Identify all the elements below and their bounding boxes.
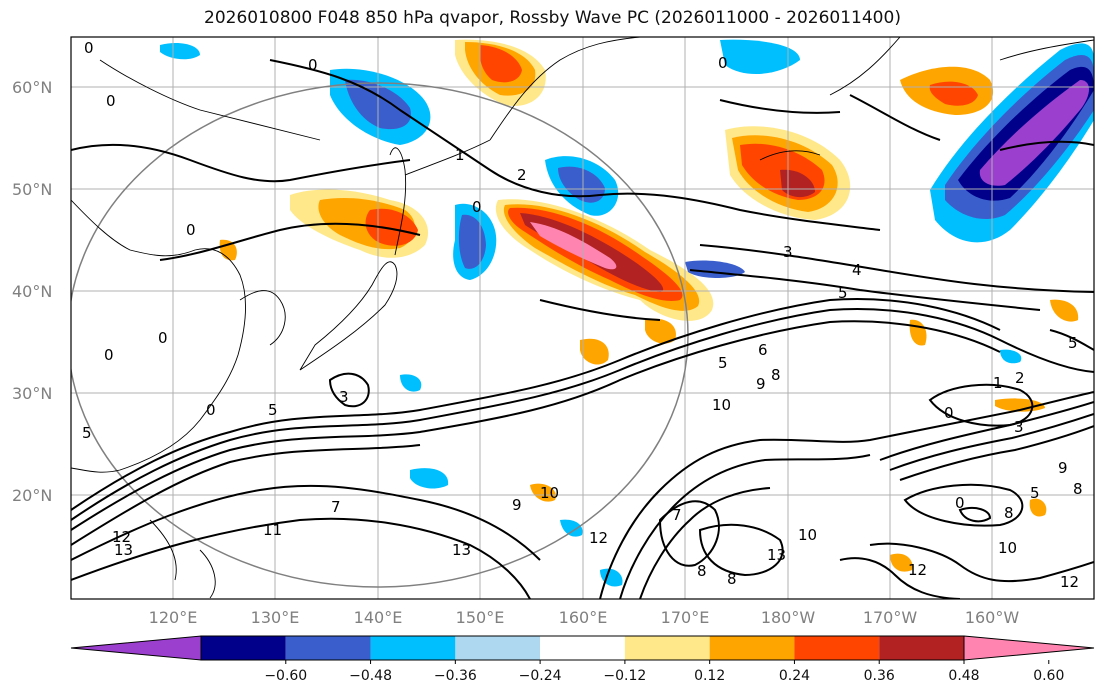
colorbar-tick-label: 0.36 (864, 668, 895, 684)
colorbar-tick-label: −0.60 (264, 668, 307, 684)
contour-label: 11 (263, 521, 282, 539)
lon-label: 140°E (354, 608, 403, 627)
contour-label: 6 (758, 341, 768, 359)
colorbar-tick-label: 0.48 (948, 668, 979, 684)
map-frame (70, 36, 1095, 600)
contour-label: 3 (783, 243, 793, 261)
contour-label: 5 (1068, 334, 1078, 352)
contour-label: 8 (1073, 480, 1083, 498)
gridlines (71, 37, 1094, 599)
lat-label: 40°N (12, 282, 52, 301)
colorbar-tick-label: −0.48 (349, 668, 392, 684)
colorbar-frame (200, 635, 965, 661)
colorbar-tick-label: 0.24 (779, 668, 810, 684)
contour-label: 7 (331, 498, 341, 516)
latitude-labels: 60°N 50°N 40°N 30°N 20°N (12, 78, 52, 505)
contour-label: 12 (1060, 573, 1079, 591)
colorbar: −0.60 −0.48 −0.36 −0.24 −0.12 0.12 0.24 0.36 0.4… (70, 635, 1095, 684)
contour-labels: 0 0 0 0 0 0 0 1 2 0 3 4 5 5 6 9 8 10 5 3… (82, 39, 1083, 591)
colorbar-swatch (201, 636, 286, 660)
contour-label: 0 (955, 494, 965, 512)
contour-label: 10 (998, 539, 1017, 557)
contour-label: 0 (106, 92, 116, 110)
lon-label: 160°E (559, 608, 608, 627)
lon-label: 180°W (761, 608, 816, 627)
contour-label: 10 (798, 526, 817, 544)
contour-label: 9 (756, 375, 766, 393)
contour-label: 0 (308, 56, 318, 74)
colorbar-swatch (879, 636, 964, 660)
contour-label: 5 (838, 284, 848, 302)
lat-label: 30°N (12, 384, 52, 403)
lat-label: 60°N (12, 78, 52, 97)
contour-label: 1 (993, 374, 1003, 392)
colorbar-tick-label: −0.24 (519, 668, 562, 684)
contour-label: 0 (158, 329, 168, 347)
contour-label: 7 (672, 506, 682, 524)
longitude-labels: 120°E 130°E 140°E 150°E 160°E 170°E 180°… (149, 608, 1020, 627)
contour-label: 0 (84, 39, 94, 57)
colorbar-extend-low (70, 635, 202, 661)
contour-label: 0 (206, 401, 216, 419)
contour-label: 12 (908, 561, 927, 579)
contour-label: 3 (1014, 418, 1024, 436)
contour-label: 13 (452, 541, 471, 559)
contour-label: 8 (697, 562, 707, 580)
colorbar-swatch (285, 636, 371, 660)
colorbar-swatch (794, 636, 880, 660)
contour-label: 5 (268, 401, 278, 419)
lat-label: 50°N (12, 180, 52, 199)
contour-label: 12 (589, 529, 608, 547)
lon-label: 150°E (456, 608, 505, 627)
contour-label: 8 (1004, 504, 1014, 522)
lon-label: 170°W (863, 608, 918, 627)
colorbar-tick-label: −0.12 (603, 668, 646, 684)
contour-label: 12 (112, 528, 131, 546)
contour-label: 3 (339, 388, 349, 406)
contour-label: 5 (718, 354, 728, 372)
colorbar-swatch (455, 636, 541, 660)
colorbar-tick-label: 0.12 (694, 668, 725, 684)
contour-label: 0 (186, 221, 196, 239)
lat-label: 20°N (12, 486, 52, 505)
colorbar-extend-high (963, 635, 1095, 661)
shaded-anomalies (160, 39, 1094, 587)
lon-label: 120°E (149, 608, 198, 627)
map-title: 2026010800 F048 850 hPa qvapor, Rossby W… (204, 8, 901, 28)
contour-label: 13 (114, 541, 133, 559)
contour-label: 4 (852, 261, 862, 279)
contour-label: 8 (771, 366, 781, 384)
contour-label: 2 (517, 166, 527, 184)
contour-label: 9 (512, 496, 522, 514)
lon-label: 160°W (965, 608, 1020, 627)
contour-label: 5 (82, 424, 92, 442)
contour-label: 10 (540, 484, 559, 502)
contour-label: 0 (944, 404, 954, 422)
contour-label: 13 (767, 546, 786, 564)
colorbar-swatch (709, 636, 795, 660)
contour-label: 8 (727, 570, 737, 588)
colorbar-tick-label: −0.36 (434, 668, 477, 684)
contour-label: 0 (472, 198, 482, 216)
colorbar-swatch (540, 636, 625, 660)
lon-label: 130°E (251, 608, 300, 627)
colorbar-swatch (624, 636, 710, 660)
contours (71, 59, 1094, 599)
contour-label: 2 (1015, 369, 1025, 387)
contour-label: 9 (1058, 459, 1068, 477)
contour-label: 0 (104, 346, 114, 364)
lon-label: 170°E (661, 608, 710, 627)
contour-label: 5 (1030, 484, 1040, 502)
contour-label: 0 (718, 54, 728, 72)
colorbar-swatch (370, 636, 456, 660)
contour-label: 1 (455, 146, 465, 164)
colorbar-tick-label: 0.60 (1033, 668, 1064, 684)
coastlines (71, 37, 1094, 599)
contour-label: 10 (712, 396, 731, 414)
